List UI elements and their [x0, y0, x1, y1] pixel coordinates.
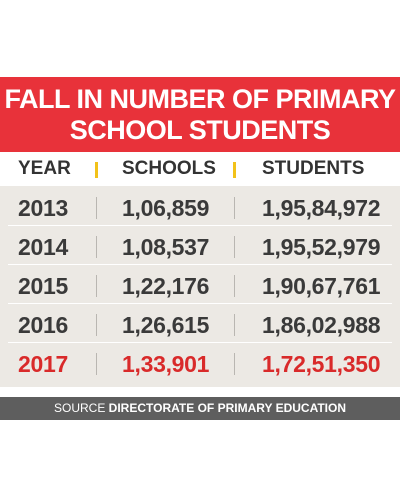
table-row: 2013 1,06,859 1,95,84,972	[0, 188, 400, 226]
source-credit: SOURCE DIRECTORATE OF PRIMARY EDUCATION	[0, 397, 400, 420]
cell-year: 2015	[18, 273, 68, 299]
header-year: YEAR	[18, 158, 71, 179]
table-row: 2015 1,22,176 1,90,67,761	[0, 266, 400, 304]
header-separator-1	[95, 162, 98, 178]
header-separator-2	[233, 162, 236, 178]
cell-schools: 1,26,615	[122, 312, 210, 338]
cell-year: 2016	[18, 312, 68, 338]
header-students: STUDENTS	[262, 158, 365, 179]
row-separator	[234, 275, 235, 297]
cell-students: 1,86,02,988	[262, 312, 381, 338]
row-separator	[96, 275, 97, 297]
cell-schools: 1,33,901	[122, 351, 210, 377]
row-separator	[96, 314, 97, 336]
source-label: SOURCE	[53, 401, 109, 415]
cell-students: 1,95,52,979	[262, 234, 381, 260]
table-header: YEAR SCHOOLS STUDENTS	[0, 152, 400, 186]
cell-year: 2017	[18, 351, 68, 377]
cell-students: 1,90,67,761	[262, 273, 381, 299]
row-separator	[96, 353, 97, 375]
header-schools: SCHOOLS	[122, 158, 216, 179]
cell-year: 2014	[18, 234, 68, 260]
row-separator	[234, 353, 235, 375]
table-row-highlighted: 2017 1,33,901 1,72,51,350	[0, 344, 400, 382]
cell-students: 1,72,51,350	[262, 351, 381, 377]
row-separator	[234, 236, 235, 258]
row-separator	[234, 197, 235, 219]
row-separator	[234, 314, 235, 336]
source-name: DIRECTORATE OF PRIMARY EDUCATION	[108, 401, 347, 415]
cell-schools: 1,08,537	[122, 234, 210, 260]
cell-schools: 1,22,176	[122, 273, 210, 299]
row-separator	[96, 236, 97, 258]
table-row: 2014 1,08,537 1,95,52,979	[0, 227, 400, 265]
row-divider	[8, 303, 392, 304]
row-divider	[8, 264, 392, 265]
cell-students: 1,95,84,972	[262, 195, 381, 221]
chart-title: FALL IN NUMBER OF PRIMARY SCHOOL STUDENT…	[0, 77, 400, 152]
row-separator	[96, 197, 97, 219]
table-body: 2013 1,06,859 1,95,84,972 2014 1,08,537 …	[0, 186, 400, 387]
row-divider	[8, 225, 392, 226]
chart-title-line-1: FALL IN NUMBER OF PRIMARY	[4, 83, 397, 114]
row-divider	[8, 342, 392, 343]
cell-schools: 1,06,859	[122, 195, 210, 221]
cell-year: 2013	[18, 195, 68, 221]
chart-title-line-2: SCHOOL STUDENTS	[69, 114, 331, 145]
table-row: 2016 1,26,615 1,86,02,988	[0, 305, 400, 343]
